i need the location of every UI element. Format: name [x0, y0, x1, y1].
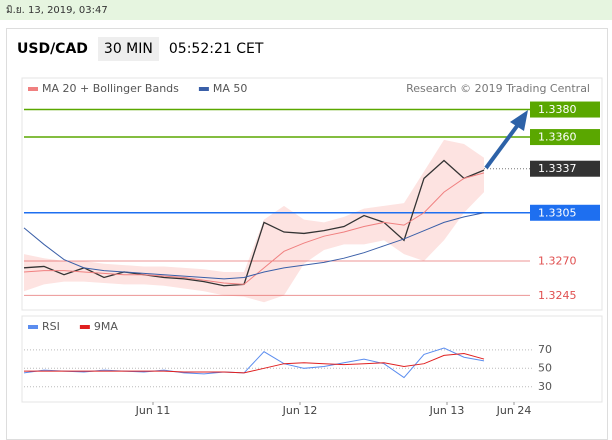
- level-label: 1.3380: [538, 103, 577, 116]
- level-label: 1.3245: [538, 289, 577, 302]
- x-tick-label: Jun 12: [282, 404, 318, 417]
- legend-label: MA 20 + Bollinger Bands: [42, 82, 179, 95]
- y-tick-label: 70: [538, 343, 552, 356]
- level-box: [530, 101, 600, 118]
- timestamp: มิ.ย. 13, 2019, 03:47: [6, 5, 108, 16]
- legend-swatch: [28, 87, 38, 91]
- bollinger-band: [24, 139, 484, 303]
- level-label: 1.3360: [538, 131, 577, 144]
- legend-swatch: [28, 325, 38, 329]
- legend-label: RSI: [42, 320, 60, 333]
- x-tick-label: Jun 24: [496, 404, 532, 417]
- chart-header: USD/CAD 30 MIN 05:52:21 CET: [17, 37, 263, 61]
- level-box: [530, 160, 600, 177]
- legend-label: MA 50: [213, 82, 248, 95]
- series-line: [23, 347, 485, 379]
- forecast-arrowhead: [510, 110, 528, 131]
- annotation: Research © 2019 Trading Central: [406, 82, 590, 95]
- x-tick-label: Jun 11: [135, 404, 171, 417]
- chart-panel: USD/CAD 30 MIN 05:52:21 CET: [6, 28, 608, 440]
- pair: USD/CAD: [17, 41, 88, 57]
- level-label: 1.3337: [538, 162, 577, 175]
- forecast-arrow: [484, 120, 522, 170]
- y-tick-label: 30: [538, 380, 552, 393]
- series-line: [24, 353, 485, 374]
- legend-swatch: [198, 87, 209, 91]
- clock: 05:52:21 CET: [168, 41, 264, 57]
- legend-label: 9MA: [94, 320, 118, 333]
- price-frame: [21, 77, 603, 311]
- level-box: [530, 129, 600, 146]
- level-box: [530, 204, 600, 221]
- timeframe[interactable]: 30 MIN: [97, 37, 159, 61]
- series-line: [23, 172, 485, 285]
- y-tick-label: 50: [538, 361, 552, 374]
- legend-swatch: [79, 325, 90, 329]
- level-label: 1.3305: [538, 206, 577, 219]
- rsi-frame: [21, 315, 603, 403]
- level-label: 1.3270: [538, 254, 577, 267]
- timestamp-bar: มิ.ย. 13, 2019, 03:47: [0, 0, 612, 20]
- series-line: [23, 212, 485, 280]
- x-tick-label: Jun 13: [429, 404, 465, 417]
- series-line: [23, 159, 485, 287]
